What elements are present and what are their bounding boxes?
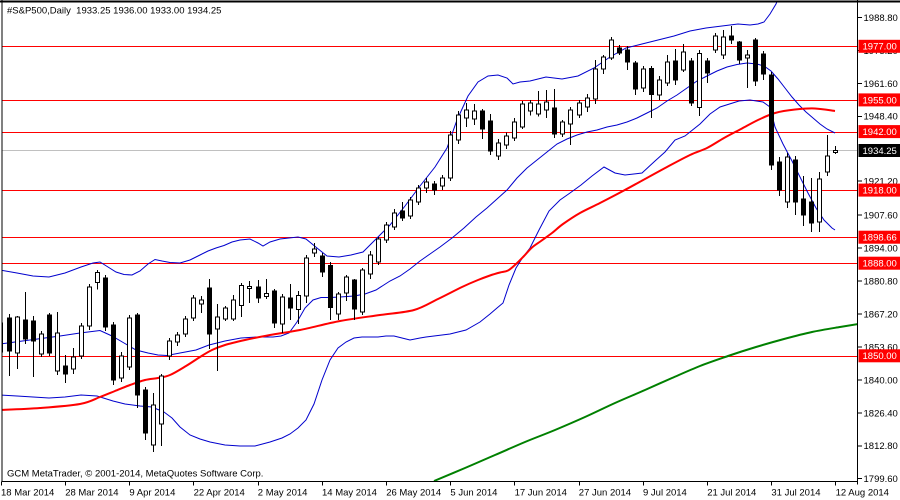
svg-text:26 May 2014: 26 May 2014 (386, 487, 441, 498)
svg-text:18 Mar 2014: 18 Mar 2014 (1, 487, 54, 498)
svg-text:1812.80: 1812.80 (864, 441, 898, 452)
svg-text:1888.00: 1888.00 (863, 259, 897, 270)
svg-text:1867.20: 1867.20 (864, 309, 898, 320)
svg-text:1826.40: 1826.40 (864, 408, 898, 419)
svg-text:1942.00: 1942.00 (863, 127, 897, 138)
svg-text:14 May 2014: 14 May 2014 (322, 487, 377, 498)
svg-text:31 Jul 2014: 31 Jul 2014 (771, 487, 820, 498)
svg-text:1853.60: 1853.60 (864, 342, 898, 353)
svg-text:1921.20: 1921.20 (864, 176, 898, 187)
svg-text:5 Jun 2014: 5 Jun 2014 (450, 487, 497, 498)
svg-text:27 Jun 2014: 27 Jun 2014 (579, 487, 631, 498)
svg-text:1988.80: 1988.80 (864, 13, 898, 24)
svg-text:22 Apr 2014: 22 Apr 2014 (194, 487, 245, 498)
svg-text:1977.00: 1977.00 (863, 42, 897, 53)
svg-text:21 Jul 2014: 21 Jul 2014 (707, 487, 756, 498)
svg-text:1948.40: 1948.40 (864, 112, 898, 123)
svg-text:1840.00: 1840.00 (864, 375, 898, 386)
svg-text:1934.25: 1934.25 (863, 146, 897, 157)
svg-text:17 Jun 2014: 17 Jun 2014 (515, 487, 567, 498)
svg-text:1880.80: 1880.80 (864, 277, 898, 288)
svg-text:1907.60: 1907.60 (864, 211, 898, 222)
svg-text:9 Apr 2014: 9 Apr 2014 (129, 487, 175, 498)
svg-text:2 May 2014: 2 May 2014 (258, 487, 308, 498)
svg-text:GCM MetaTrader, © 2001-2014, M: GCM MetaTrader, © 2001-2014, MetaQuotes … (7, 469, 263, 480)
svg-text:1850.00: 1850.00 (863, 351, 897, 362)
svg-text:1961.60: 1961.60 (864, 79, 898, 90)
svg-text:9 Jul 2014: 9 Jul 2014 (643, 487, 687, 498)
svg-text:1894.00: 1894.00 (864, 244, 898, 255)
svg-text:1799.60: 1799.60 (864, 474, 898, 485)
svg-text:12 Aug 2014: 12 Aug 2014 (836, 487, 889, 498)
svg-text:#S&P500,Daily 1933.25 1936.00: #S&P500,Daily 1933.25 1936.00 1933.00 19… (7, 6, 221, 17)
svg-text:28 Mar 2014: 28 Mar 2014 (65, 487, 118, 498)
svg-text:1955.00: 1955.00 (863, 95, 897, 106)
svg-text:1918.00: 1918.00 (863, 186, 897, 197)
svg-text:1898.66: 1898.66 (863, 233, 897, 244)
